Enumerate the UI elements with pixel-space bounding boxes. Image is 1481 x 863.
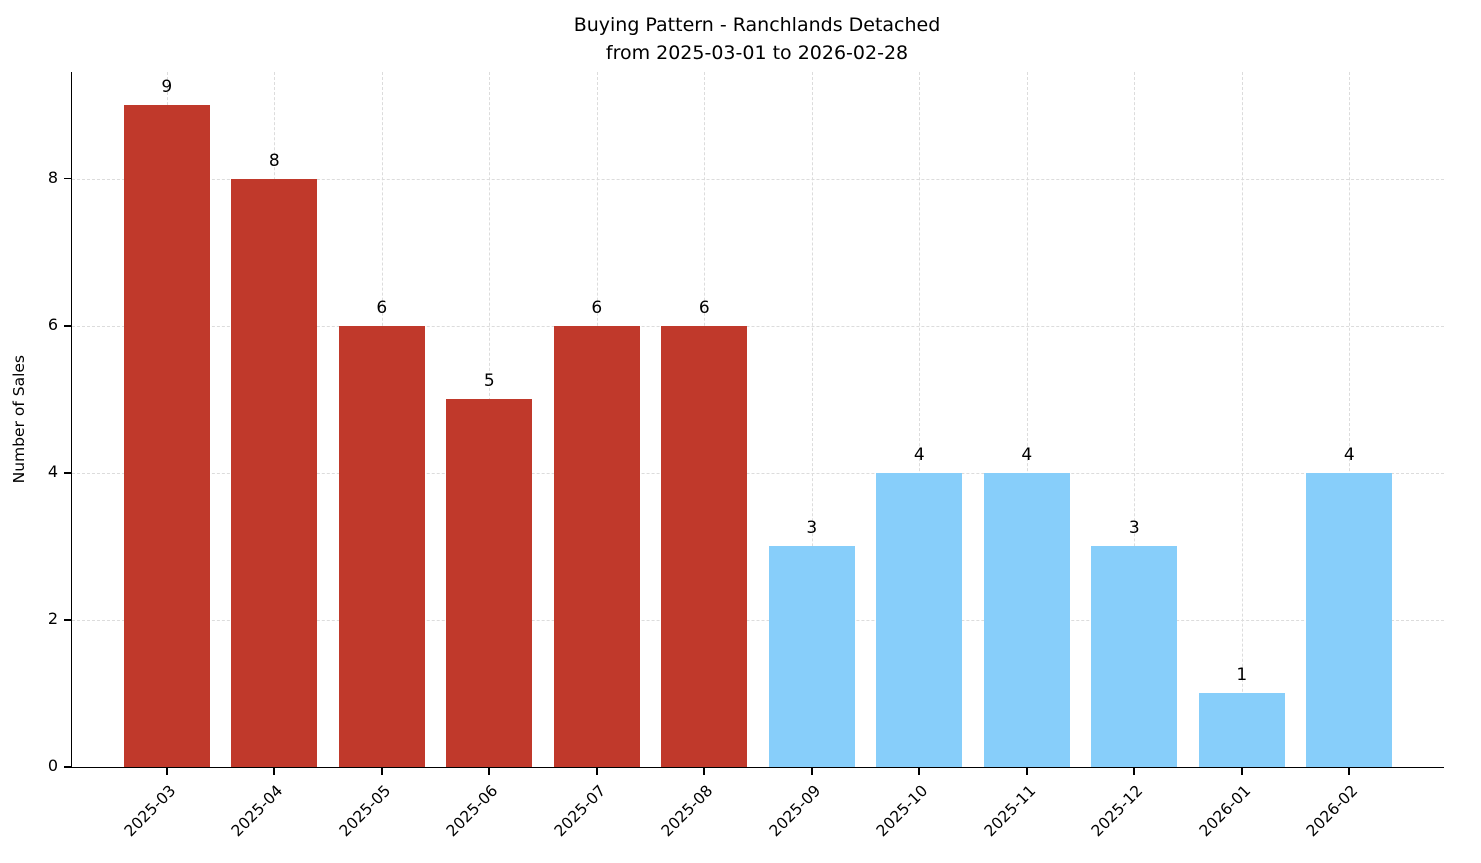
bar-value-label: 1: [1236, 665, 1248, 686]
x-tick-mark: [1348, 767, 1351, 775]
chart-title: Buying Pattern - Ranchlands Detached: [573, 14, 941, 36]
bar-value-label: 6: [376, 297, 388, 318]
y-gridline: [72, 325, 1444, 327]
x-tick-mark: [273, 767, 276, 775]
bar-value-label: 4: [1021, 444, 1033, 465]
bar: [338, 325, 425, 767]
bar: [446, 399, 533, 767]
y-gridline: [72, 619, 1444, 621]
x-gridline: [1026, 72, 1028, 767]
y-tick-label: 8: [47, 167, 58, 187]
y-tick-label: 4: [47, 461, 58, 481]
x-tick-mark: [380, 767, 383, 775]
bar: [983, 472, 1070, 767]
bar-value-label: 4: [1343, 444, 1355, 465]
y-tick-mark: [64, 177, 72, 180]
bar: [876, 472, 963, 767]
x-tick-mark: [703, 767, 706, 775]
y-gridline: [72, 472, 1444, 474]
x-tick-mark: [595, 767, 598, 775]
chart-subtitle: from 2025-03-01 to 2026-02-28: [605, 42, 909, 64]
bar-value-label: 3: [806, 518, 818, 539]
bar: [661, 325, 748, 767]
bar-value-label: 5: [483, 371, 495, 392]
x-tick-mark: [1025, 767, 1028, 775]
y-tick-label: 2: [47, 608, 58, 628]
x-gridline: [1134, 72, 1136, 767]
y-gridline: [72, 178, 1444, 180]
x-gridline: [1349, 72, 1351, 767]
x-tick-mark: [165, 767, 168, 775]
y-tick-label: 0: [47, 756, 58, 775]
bar: [231, 178, 318, 767]
y-tick-mark: [64, 766, 72, 768]
bar: [768, 546, 855, 767]
x-tick-mark: [810, 767, 813, 775]
bar-value-label: 6: [698, 297, 710, 318]
bar: [553, 325, 640, 767]
x-tick-mark: [1240, 767, 1243, 775]
x-tick-mark: [488, 767, 491, 775]
bar-value-label: 4: [913, 444, 925, 465]
y-tick-mark: [64, 472, 72, 474]
y-tick-label: 6: [47, 314, 58, 334]
x-tick-label: 2025-03: [120, 781, 180, 841]
x-gridline: [919, 72, 921, 767]
bar-value-label: 3: [1128, 518, 1140, 539]
bar-value-label: 9: [161, 77, 173, 98]
bar: [1306, 472, 1393, 767]
x-tick-mark: [918, 767, 921, 775]
x-tick-mark: [1133, 767, 1136, 775]
bar: [1198, 693, 1285, 767]
x-gridline: [1241, 72, 1243, 767]
bar: [1091, 546, 1178, 767]
bar-value-label: 6: [591, 297, 603, 318]
y-tick-mark: [64, 324, 72, 327]
x-gridline: [811, 72, 813, 767]
bar-value-label: 8: [268, 150, 280, 171]
bar: [123, 105, 210, 767]
y-tick-mark: [64, 619, 72, 621]
plot-area: 0 2 4 6 8 9 2025-03 8 2025-04 6 2025-05 5 2025-06 6 20…: [48, 72, 1444, 840]
